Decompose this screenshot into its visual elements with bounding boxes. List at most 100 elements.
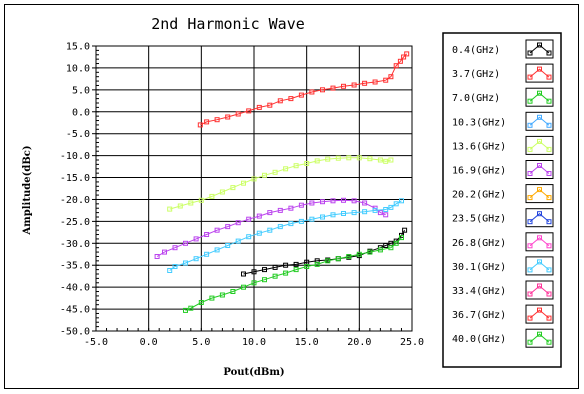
x-axis-label: Pout(dBm) xyxy=(223,367,284,378)
data-point xyxy=(197,122,203,128)
data-point xyxy=(241,271,246,277)
legend-label: 20.2(GHz) xyxy=(452,190,506,201)
data-point xyxy=(235,238,241,244)
data-point xyxy=(377,157,383,163)
legend-label: 3.7(GHz) xyxy=(452,69,500,80)
x-tick-label: 25.0 xyxy=(400,337,424,348)
data-point xyxy=(335,256,341,262)
data-point xyxy=(309,89,315,95)
legend-line xyxy=(529,68,550,78)
data-point xyxy=(367,156,373,162)
data-point xyxy=(230,185,236,191)
legend-marker xyxy=(546,267,552,273)
data-point xyxy=(246,108,252,114)
data-point xyxy=(330,198,336,204)
data-point xyxy=(388,204,394,210)
legend-marker xyxy=(546,171,552,176)
data-point xyxy=(162,249,167,255)
legend-swatch xyxy=(525,232,554,252)
legend-label: 40.0(GHz) xyxy=(452,334,506,345)
y-tick-label: -10.0 xyxy=(60,151,90,162)
data-point xyxy=(251,269,257,275)
data-point xyxy=(404,51,410,57)
data-point xyxy=(272,264,278,270)
data-point xyxy=(235,111,241,117)
data-point xyxy=(293,163,299,169)
data-point xyxy=(367,249,373,255)
y-tick-label: 15.0 xyxy=(66,42,90,53)
legend-marker xyxy=(546,315,552,321)
legend-swatch xyxy=(525,63,554,83)
legend-item: 0.4(GHz) xyxy=(452,39,554,59)
data-point xyxy=(256,230,262,236)
x-tick-label: 20.0 xyxy=(347,337,371,348)
data-point xyxy=(209,295,215,301)
legend-swatch xyxy=(525,280,554,300)
data-point xyxy=(272,169,278,175)
legend-swatch xyxy=(525,328,554,348)
data-point xyxy=(214,227,220,233)
y-tick-label: -45.0 xyxy=(60,305,90,316)
legend-item: 20.2(GHz) xyxy=(452,184,554,204)
data-point xyxy=(225,224,231,230)
data-point xyxy=(320,214,325,220)
y-tick-label: -25.0 xyxy=(60,217,90,228)
data-point xyxy=(204,119,210,125)
data-point xyxy=(356,155,362,161)
legend-swatch xyxy=(525,160,554,179)
legend-marker xyxy=(537,331,542,337)
data-point xyxy=(304,161,310,166)
data-point xyxy=(225,114,231,120)
legend-marker xyxy=(537,42,542,48)
legend-line xyxy=(529,213,550,223)
data-point xyxy=(272,273,278,279)
data-point xyxy=(304,264,310,269)
data-point xyxy=(288,96,294,102)
x-tick-label: 10.0 xyxy=(242,337,266,348)
legend-label: 10.3(GHz) xyxy=(452,117,506,128)
legend-line xyxy=(529,44,550,54)
data-point xyxy=(362,209,368,215)
data-point xyxy=(356,251,362,257)
legend-label: 0.4(GHz) xyxy=(452,45,500,56)
legend-swatch xyxy=(525,304,554,324)
data-point xyxy=(267,102,273,108)
data-point xyxy=(393,201,399,207)
legend-item: 40.0(GHz) xyxy=(452,328,554,348)
data-point xyxy=(219,292,225,298)
series-7.0(GHz) xyxy=(183,235,404,313)
legend-label: 36.7(GHz) xyxy=(452,310,506,321)
legend-marker xyxy=(537,163,542,168)
legend-marker xyxy=(527,339,533,345)
legend-swatch xyxy=(525,208,554,228)
x-tick-label: 5.0 xyxy=(192,337,210,348)
x-tick-label: -5.0 xyxy=(84,337,108,348)
data-point xyxy=(251,176,257,182)
data-point xyxy=(246,216,252,222)
data-point xyxy=(325,258,331,264)
legend-marker xyxy=(527,146,533,152)
data-point xyxy=(388,245,394,251)
legend-label: 7.0(GHz) xyxy=(452,93,500,104)
legend-marker xyxy=(527,171,533,176)
data-point xyxy=(193,256,199,262)
data-point xyxy=(399,235,404,241)
legend-line xyxy=(529,261,550,271)
legend-label: 33.4(GHz) xyxy=(452,286,506,297)
data-point xyxy=(293,261,299,267)
data-point xyxy=(341,83,346,89)
y-tick-label: -35.0 xyxy=(60,261,90,272)
data-point xyxy=(214,247,220,253)
data-point xyxy=(377,247,383,253)
legend-line xyxy=(529,164,550,174)
legend-marker xyxy=(546,195,552,201)
series-line xyxy=(185,237,402,311)
data-point xyxy=(383,207,389,212)
legend-item: 10.3(GHz) xyxy=(452,111,554,131)
legend-item: 30.1(GHz) xyxy=(452,256,554,276)
data-point xyxy=(241,180,246,186)
data-point xyxy=(198,197,204,203)
legend-line xyxy=(529,237,550,247)
data-point xyxy=(256,104,262,110)
